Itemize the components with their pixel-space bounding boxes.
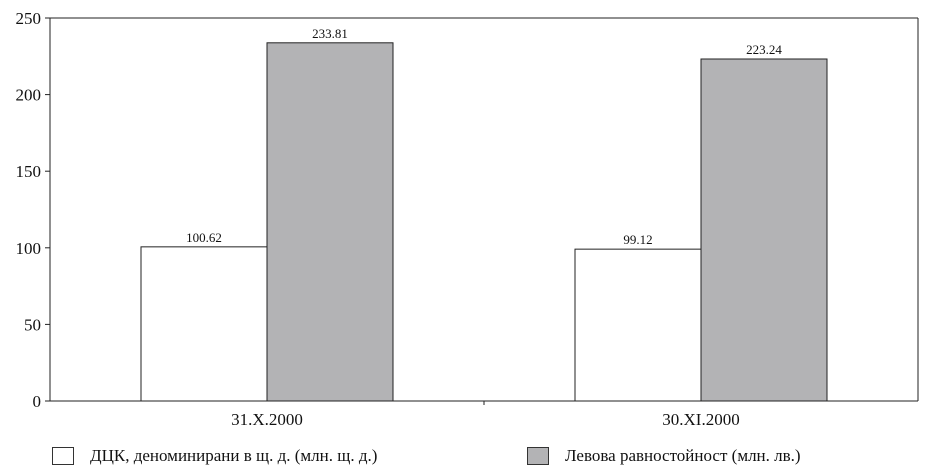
data-label: 100.62 (186, 230, 222, 245)
bar-chart: 0 50 100 150 200 250 31.X.2000 30.XI.2000 100.… (16, 9, 919, 429)
data-labels: 100.62 233.81 99.12 223.24 (186, 26, 782, 247)
legend-label-2: Левова равностойност (млн. лв.) (565, 446, 801, 465)
data-label: 233.81 (312, 26, 348, 41)
y-tick-label: 150 (16, 162, 42, 181)
data-label: 223.24 (746, 42, 782, 57)
legend-swatch-2 (527, 447, 549, 465)
bar-series-2-2 (700, 58, 828, 402)
y-tick-label: 200 (16, 86, 42, 105)
y-tick-label: 100 (16, 239, 42, 258)
y-tick-label: 250 (16, 9, 42, 28)
legend: ДЦК, деноминирани в щ. д. (млн. щ. д.) Л… (0, 446, 927, 472)
x-tick-label: 30.XI.2000 (662, 410, 739, 429)
y-tick-label: 50 (24, 315, 41, 334)
legend-item-2: Левова равностойност (млн. лв.) (527, 446, 801, 466)
legend-item-1: ДЦК, деноминирани в щ. д. (млн. щ. д.) (52, 446, 377, 466)
legend-swatch-1 (52, 447, 74, 465)
x-tick-label: 31.X.2000 (231, 410, 303, 429)
data-label: 99.12 (623, 232, 652, 247)
bar-series-2-1 (266, 42, 394, 402)
bars (140, 42, 828, 402)
bar-series-1-2 (574, 248, 702, 402)
legend-label-1: ДЦК, деноминирани в щ. д. (млн. щ. д.) (90, 446, 378, 465)
y-axis: 0 50 100 150 200 250 (16, 9, 919, 411)
bar-series-1-1 (140, 246, 268, 402)
x-axis: 31.X.2000 30.XI.2000 (50, 400, 918, 429)
y-tick-label: 0 (33, 392, 42, 411)
